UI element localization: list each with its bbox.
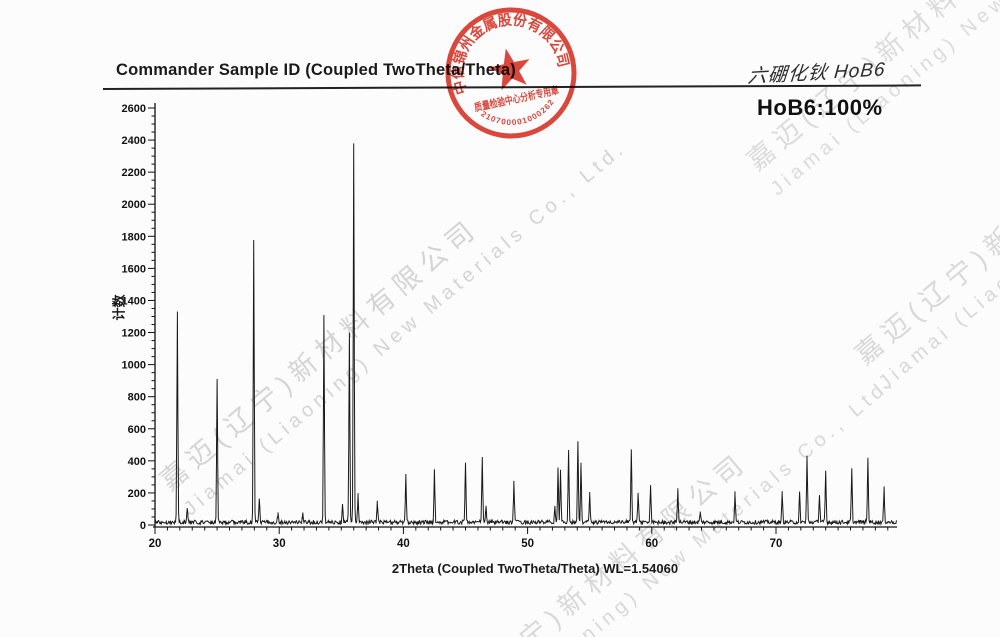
composition-label: HoB6:100% bbox=[757, 95, 883, 120]
svg-text:1600: 1600 bbox=[122, 263, 146, 275]
svg-text:2600: 2600 bbox=[122, 103, 146, 115]
svg-text:20: 20 bbox=[149, 538, 162, 550]
svg-text:800: 800 bbox=[128, 392, 146, 404]
svg-text:60: 60 bbox=[645, 538, 658, 550]
svg-text:40: 40 bbox=[397, 538, 410, 550]
svg-text:50: 50 bbox=[521, 538, 534, 550]
svg-text:1200: 1200 bbox=[122, 328, 146, 340]
y-axis-label: 计数 bbox=[111, 294, 127, 321]
svg-text:1000: 1000 bbox=[122, 360, 146, 372]
svg-text:400: 400 bbox=[128, 456, 146, 468]
x-axis-label: 2Theta (Coupled TwoTheta/Theta) WL=1.540… bbox=[391, 561, 679, 576]
svg-text:600: 600 bbox=[128, 424, 146, 436]
svg-text:1800: 1800 bbox=[122, 231, 146, 243]
svg-text:0: 0 bbox=[140, 520, 146, 532]
page-title: Commander Sample ID (Coupled TwoTheta/Th… bbox=[116, 61, 516, 79]
svg-text:2200: 2200 bbox=[122, 167, 146, 179]
svg-text:2000: 2000 bbox=[122, 199, 146, 211]
svg-text:70: 70 bbox=[770, 538, 783, 550]
svg-text:30: 30 bbox=[273, 538, 286, 550]
svg-text:200: 200 bbox=[128, 488, 146, 500]
svg-text:2400: 2400 bbox=[122, 135, 146, 147]
svg-text:1400: 1400 bbox=[122, 295, 146, 307]
